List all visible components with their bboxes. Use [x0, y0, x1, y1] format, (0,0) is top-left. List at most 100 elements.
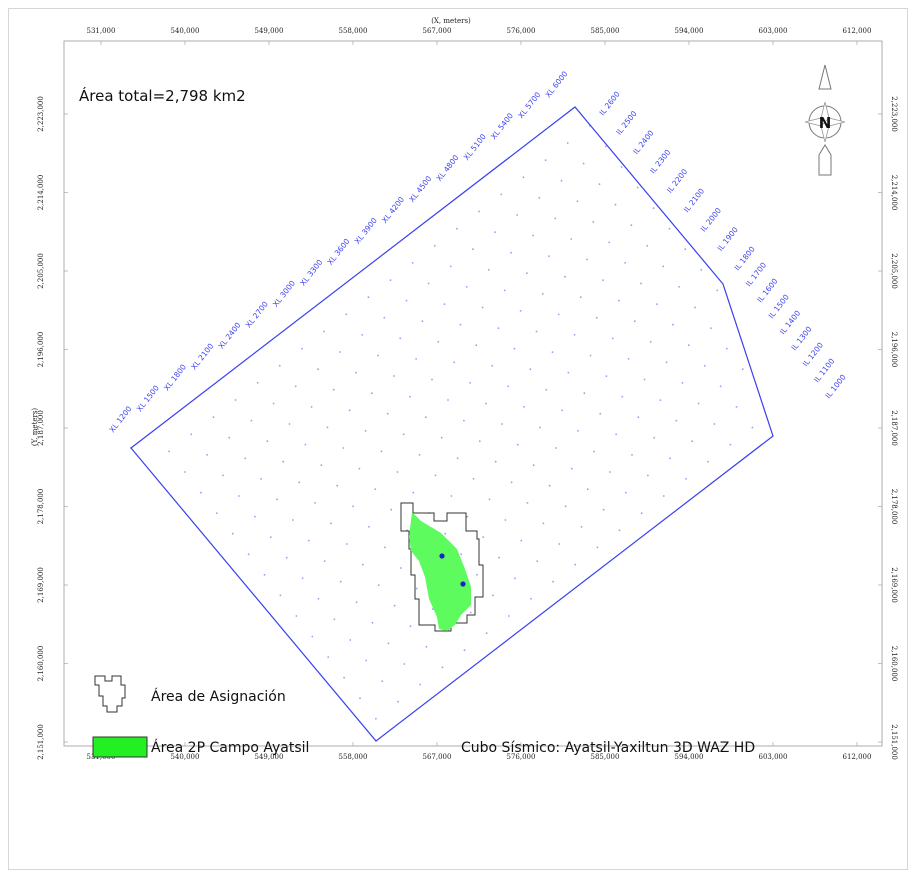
- grid-point: [541, 292, 544, 295]
- grid-point: [566, 142, 569, 144]
- grid-point: [615, 433, 617, 436]
- area-2p-legend-swatch: [92, 736, 148, 758]
- grid-point: [380, 450, 383, 453]
- grid-point: [609, 471, 611, 473]
- xl-label: XL 5100: [462, 132, 488, 162]
- x-tick-bottom: 567,000: [423, 753, 452, 761]
- grid-point: [519, 310, 522, 312]
- xl-label: XL 4200: [380, 195, 406, 225]
- grid-point: [424, 416, 427, 419]
- x-tick-top: 567,000: [423, 27, 452, 35]
- grid-point: [465, 286, 468, 288]
- grid-point: [345, 313, 348, 316]
- y-tick-right: 2,151,000: [890, 724, 898, 760]
- grid-point: [652, 207, 655, 210]
- grid-point: [358, 467, 361, 470]
- grid-point: [665, 361, 668, 364]
- grid-point: [574, 563, 577, 566]
- grid-point: [212, 416, 215, 419]
- grid-point: [375, 717, 377, 720]
- grid-point: [643, 378, 646, 381]
- grid-point: [497, 327, 500, 329]
- x-tick-bottom: 576,000: [507, 753, 536, 761]
- y-tick-right: 2,187,000: [890, 410, 898, 446]
- grid-point: [567, 371, 570, 374]
- grid-point: [447, 399, 449, 401]
- grid-point: [405, 299, 408, 302]
- grid-point: [544, 159, 547, 162]
- grid-point: [247, 553, 250, 556]
- xl-label: XL 5400: [489, 111, 515, 141]
- grid-point: [602, 508, 605, 511]
- grid-point: [662, 495, 665, 497]
- x-axis-title: (X, meters): [431, 17, 471, 25]
- grid-point: [266, 440, 269, 443]
- grid-point: [485, 402, 487, 405]
- grid-point: [675, 419, 678, 422]
- grid-point: [618, 529, 621, 532]
- grid-point: [646, 244, 649, 247]
- x-tick-top: 549,000: [255, 27, 284, 35]
- grid-point: [478, 440, 481, 443]
- grid-point: [367, 296, 370, 299]
- grid-point: [364, 430, 367, 432]
- grid-point: [400, 567, 402, 569]
- grid-point: [456, 227, 458, 230]
- grid-point: [538, 196, 541, 199]
- grid-point: [513, 347, 516, 350]
- grid-point: [735, 406, 738, 408]
- grid-point: [684, 248, 687, 251]
- grid-point: [254, 515, 256, 518]
- grid-point: [383, 316, 386, 319]
- grid-point: [526, 502, 529, 504]
- grid-point: [256, 382, 259, 384]
- grid-point: [478, 210, 480, 213]
- il-label: IL 1000: [823, 373, 847, 401]
- grid-point: [475, 344, 478, 347]
- area-2p-campo-ayatsil: [409, 512, 471, 631]
- grid-point: [228, 436, 231, 439]
- grid-point: [476, 573, 478, 576]
- y-tick-left: 2,187,000: [37, 410, 45, 446]
- grid-point: [238, 495, 240, 497]
- grid-point: [498, 556, 500, 559]
- grid-point: [444, 532, 447, 535]
- x-tick-top: 594,000: [675, 27, 704, 35]
- grid-point: [526, 272, 528, 275]
- x-tick-bottom: 612,000: [843, 753, 872, 761]
- grid-point: [491, 364, 494, 367]
- grid-point: [443, 303, 446, 305]
- grid-point: [548, 484, 551, 487]
- grid-point: [552, 580, 554, 583]
- grid-point: [500, 193, 503, 196]
- grid-point: [260, 478, 262, 480]
- grid-point: [317, 368, 319, 371]
- xl-label: XL 2700: [244, 300, 270, 330]
- grid-point: [595, 316, 598, 319]
- grid-point: [668, 227, 671, 230]
- grid-point: [697, 402, 700, 405]
- grid-point: [592, 220, 595, 223]
- grid-point: [539, 426, 541, 429]
- grid-point: [570, 238, 573, 240]
- grid-point: [580, 526, 583, 528]
- grid-point: [472, 478, 475, 480]
- grid-point: [564, 505, 567, 508]
- grid-point: [190, 433, 193, 436]
- xl-label: XL 3900: [353, 216, 379, 246]
- grid-point: [386, 412, 389, 415]
- grid-point: [662, 265, 665, 268]
- grid-point: [282, 460, 285, 463]
- grid-point: [535, 330, 538, 333]
- assignment-area-outline: [400, 502, 484, 632]
- il-label: IL 1600: [755, 277, 779, 305]
- grid-point: [624, 491, 627, 494]
- grid-point: [397, 700, 399, 703]
- grid-point: [285, 556, 288, 559]
- grid-point: [374, 488, 377, 490]
- xl-label: XL 2100: [189, 341, 215, 371]
- y-tick-right: 2,214,000: [890, 175, 898, 211]
- grid-point: [700, 268, 703, 271]
- grid-point: [532, 234, 534, 237]
